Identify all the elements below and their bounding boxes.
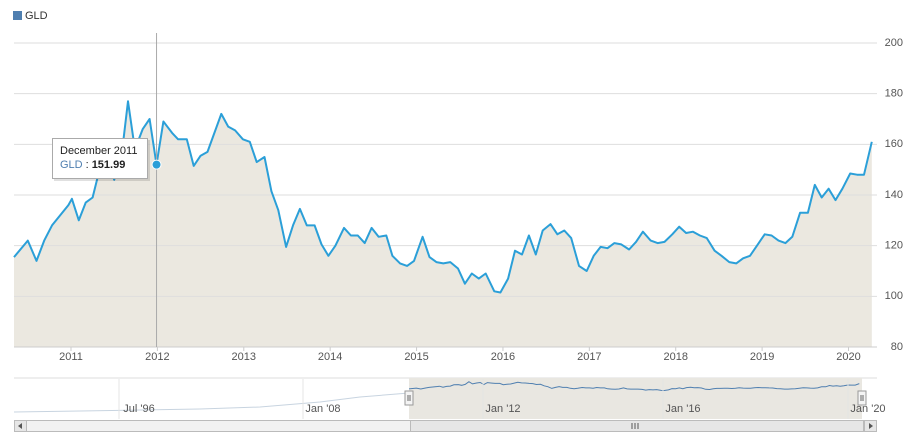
plot-area: 80 100 120 140 160 180 200 2011 2012 2013 2014 2015… bbox=[13, 33, 903, 363]
x-tick-label: 2012 bbox=[145, 351, 169, 363]
x-tick-label: 2020 bbox=[836, 351, 860, 363]
arrow-left bbox=[18, 423, 22, 429]
x-tick-label: 2015 bbox=[404, 351, 428, 363]
arrow-right bbox=[869, 423, 873, 429]
x-tick-label: 2019 bbox=[750, 351, 774, 363]
x-tick-label: 2013 bbox=[232, 351, 256, 363]
tooltip: December 2011 GLD:151.99 bbox=[52, 138, 150, 181]
hover-point bbox=[151, 159, 162, 170]
navigator-history-line bbox=[13, 392, 410, 413]
y-tick-label: 200 bbox=[885, 37, 903, 49]
navigator-selection[interactable] bbox=[409, 378, 862, 419]
y-tick-label: 120 bbox=[885, 240, 903, 252]
tooltip-separator: : bbox=[86, 159, 89, 171]
y-tick-label: 180 bbox=[885, 88, 903, 100]
navigator-handle-right[interactable] bbox=[857, 390, 867, 406]
navigator-line bbox=[408, 381, 860, 392]
navigator-label: Jan '16 bbox=[665, 403, 700, 415]
y-tick-label: 160 bbox=[885, 138, 903, 150]
navigator-label: Jan '12 bbox=[485, 403, 520, 415]
navigator-label: Jul '96 bbox=[123, 403, 154, 415]
area-fill bbox=[14, 101, 872, 347]
scrollbar-thumb[interactable] bbox=[410, 420, 864, 432]
x-tick-label: 2016 bbox=[491, 351, 515, 363]
legend-label[interactable]: GLD bbox=[25, 10, 48, 22]
tooltip-title: December 2011 bbox=[60, 145, 137, 157]
legend-swatch[interactable] bbox=[13, 11, 22, 20]
navigator-label: Jan '20 bbox=[850, 403, 885, 415]
tooltip-series: GLD bbox=[60, 159, 83, 171]
navigator-label: Jan '08 bbox=[305, 403, 340, 415]
scrollbar bbox=[14, 420, 877, 432]
navigator: Jul '96 Jan '08 Jan '12 Jan '16 Jan '20 bbox=[13, 377, 886, 419]
tooltip-line: GLD:151.99 bbox=[60, 159, 125, 171]
tooltip-box bbox=[52, 138, 148, 179]
navigator-handle-left[interactable] bbox=[404, 390, 414, 406]
x-tick-label: 2014 bbox=[318, 351, 342, 363]
x-tick-label: 2017 bbox=[577, 351, 601, 363]
series-line bbox=[13, 100, 873, 294]
y-tick-label: 80 bbox=[891, 341, 903, 353]
y-tick-label: 140 bbox=[885, 189, 903, 201]
x-tick-label: 2018 bbox=[663, 351, 687, 363]
x-tick-label: 2011 bbox=[59, 351, 83, 363]
y-tick-label: 100 bbox=[885, 290, 903, 302]
tooltip-value: 151.99 bbox=[92, 159, 126, 171]
